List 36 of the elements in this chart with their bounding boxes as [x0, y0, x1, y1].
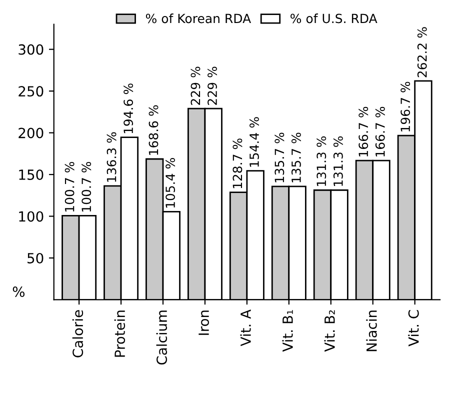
data-label: 262.2 %: [417, 27, 427, 78]
data-label: 229 %: [208, 66, 217, 105]
x-tick-label: Vit. C: [408, 310, 419, 346]
x-tick-label: Iron: [198, 310, 210, 335]
x-tick-label: Calcium: [156, 310, 168, 365]
y-tick-label: 300: [18, 44, 44, 55]
data-label: 154.4 %: [250, 117, 259, 167]
data-label: 166.7 %: [358, 106, 368, 156]
y-tick-label: 150: [19, 169, 44, 180]
data-label: 131.3 %: [333, 136, 343, 186]
data-label: 194.6 %: [124, 84, 134, 134]
data-label: 168.6 %: [148, 105, 158, 155]
x-tick-label: Niacin: [366, 310, 377, 352]
legend-label: % of Korean RDA: [146, 14, 252, 24]
data-label: 135.7 %: [274, 132, 284, 182]
data-label: 136.3 %: [106, 132, 116, 182]
y-tick-label: 200: [18, 128, 44, 138]
legend-label: % of U.S. RDA: [290, 14, 378, 24]
data-label: 128.7 %: [232, 138, 242, 188]
y-tick-label: 250: [18, 86, 44, 97]
x-tick-label: Calorie: [72, 310, 84, 358]
data-label: 135.7 %: [291, 132, 301, 182]
x-tick-label: Protein: [114, 310, 126, 357]
x-tick-label: Vit. A: [240, 310, 251, 346]
y-tick-label: 100: [19, 211, 44, 222]
data-label: 131.3 %: [316, 136, 326, 186]
data-label: 166.7 %: [375, 106, 385, 156]
y-tick-label: 50: [28, 252, 44, 264]
data-label: 100.7 %: [64, 162, 74, 212]
data-label: 196.7 %: [400, 82, 410, 132]
data-label: 100.7 %: [82, 162, 92, 212]
x-tick-label: Vit. B₂: [324, 310, 335, 352]
data-label: 105.4 %: [166, 158, 176, 208]
y-axis-title: %: [12, 286, 25, 298]
x-tick-label: Vit. B₁: [282, 310, 293, 352]
data-label: 229 %: [190, 66, 200, 105]
